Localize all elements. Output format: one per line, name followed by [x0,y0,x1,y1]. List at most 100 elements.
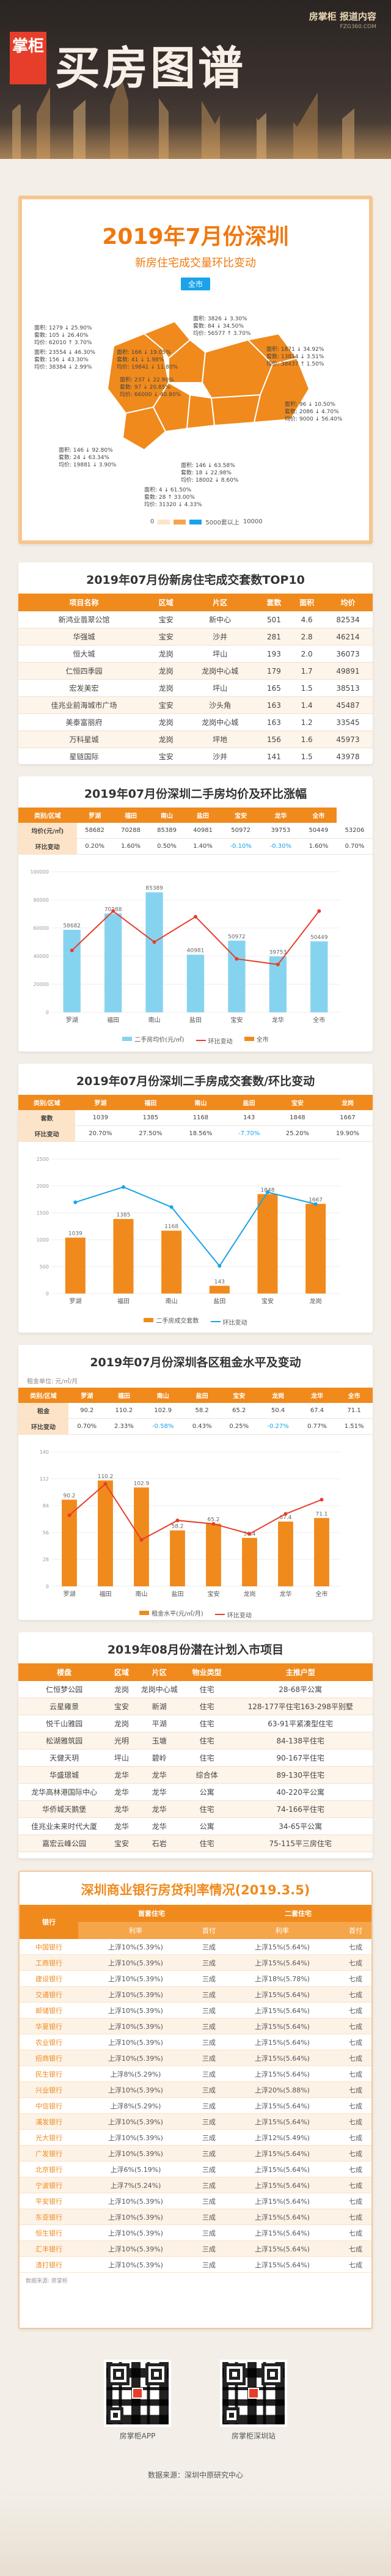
table-cell: 45973 [323,730,373,748]
table-cell: 龙岗 [149,713,183,731]
table-header: 片区 [182,594,258,611]
table-cell: 三成 [192,2145,225,2162]
row-label: 环比变动 [18,1418,68,1435]
map-region-yantian [210,394,261,427]
table-cell: 嘉宏云峰公园 [18,1834,111,1852]
brand-name: 房掌柜 [309,11,337,22]
table-cell: 1.5 [290,748,324,764]
table-cell: 沙头角 [182,696,258,714]
table-cell: 上浮10%(5.39%) [78,1986,193,2003]
y-tick-label: 1500 [37,1210,49,1216]
table-cell: 七成 [339,2177,371,2193]
table-cell: 85389 [148,823,185,839]
table-header: 宝安 [220,1388,258,1403]
table-cell: 上浮10%(5.39%) [78,2002,193,2018]
qr-code-wechat[interactable] [220,2360,287,2427]
table-cell: 东亚银行 [20,2209,78,2225]
bank-group-first: 首套住宅 [78,1905,225,1922]
table-cell: 光明 [110,1732,133,1750]
table-cell: 82534 [323,611,373,628]
qr-code-app[interactable] [104,2360,171,2427]
map-label: 面积: 3826 ↓ 3.30% 套数: 84 ↓ 34.50% 均价: 56577… [193,316,251,337]
bar-data-label: 110.2 [98,1474,114,1480]
table-cell: 云星雍景 [18,1698,111,1715]
city-tag: 全市 [181,278,210,290]
y-tick-label: 84 [43,1503,49,1509]
table-cell: 公寓 [185,1783,228,1801]
table-cell: 90-167平住宅 [228,1749,373,1767]
chart-bar [206,1523,221,1586]
table-cell: 兴业银行 [20,2081,78,2098]
bar-data-label: 1667 [309,1197,323,1203]
table-row: 工商银行 上浮10%(5.39%) 三成 上浮15%(5.64%) 七成 [20,1954,371,1971]
map-label: 面积: 4 ↓ 61.50% 套数: 28 ↑ 33.00% 均价: 31320 ↓… [144,487,202,508]
table-cell: 上浮15%(5.64%) [224,2002,340,2018]
table-cell: 上浮8%(5.29%) [78,2097,193,2114]
top10-title: 2019年07月份新房住宅成交套数TOP10 [86,573,305,587]
bar-data-label: 90.2 [63,1493,75,1499]
table-row: 华夏银行 上浮10%(5.39%) 三成 上浮15%(5.64%) 七成 [20,2018,371,2034]
line-point [73,1200,78,1204]
line-point [103,1482,108,1486]
table-cell: 七成 [339,2066,371,2082]
table-cell: 1.5 [290,679,324,697]
table-cell: 281 [257,628,291,646]
table-cell: 18.56% [175,1125,226,1142]
x-tick-label: 全市 [313,1016,325,1024]
table-cell: -0.58% [142,1418,184,1435]
row-label: 环比变动 [18,838,77,855]
y-tick-label: 500 [40,1264,49,1270]
table-cell: 三成 [192,1970,225,1987]
table-header: 南山 [142,1388,184,1403]
table-header: 罗湖 [68,1388,106,1403]
table-cell: 七成 [339,2081,371,2098]
table-header: 区域 [110,1663,133,1681]
plan-table: 楼盘 区域 片区 物业类型 主推户型 仁恒梦公园 龙岗 龙岗中心城 住宅 28-68平公寓 云星雍… [18,1663,373,1852]
table-cell: 三成 [192,1939,225,1955]
table-cell: 上浮10%(5.39%) [78,1939,193,1955]
map-subtitle: 新房住宅成交量环比变动 [135,257,256,270]
table-cell: 0.43% [183,1418,221,1435]
y-tick-label: 40000 [34,954,49,959]
rent-chart-svg: 90.2罗湖110.2福田102.9南山58.2盐田65.2宝安50.4龙岗67… [40,1449,340,1598]
table-header: 面积 [290,594,324,611]
table-cell: 光大银行 [20,2129,78,2146]
table-cell: 七成 [339,2161,371,2177]
series-line [75,1186,316,1267]
table-cell: 七成 [339,1939,371,1955]
table-row: 仁恒四季园 龙岗 龙岗中心城 179 1.7 49891 [18,662,373,680]
map-label: 面积: 146 ↓ 63.58% 套数: 18 ↓ 22.98% 均价: 18002… [181,463,239,484]
y-tick-label: 112 [40,1476,49,1482]
table-cell: 天健天玥 [18,1749,111,1767]
table-header: 龙华 [260,808,301,823]
table-header: 区域 [149,594,183,611]
table-header: 主推户型 [228,1663,373,1681]
line-point [266,1190,269,1194]
table-cell: 沙井 [182,628,258,646]
table-cell: 上浮10%(5.39%) [78,2034,193,2050]
chart-bar [228,940,246,1012]
table-cell: 40981 [185,823,221,839]
bank-col-header: 银行 [20,1905,78,1939]
table-row: 招商银行 上浮10%(5.39%) 三成 上浮15%(5.64%) 七成 [20,2050,371,2066]
table-cell: 新鸿业翡翠公馆 [18,611,150,628]
table-cell: 新湖 [133,1698,186,1715]
volume-table: 类别/区域 罗湖 福田 南山 盐田 宝安 龙岗 套数 1039 1385 1168 143 1848 1… [18,1095,373,1142]
top10-section: 2019年07月份新房住宅成交套数TOP10 项目名称 区域 片区 套数 面积 均价 新鸿… [18,562,373,764]
bank-group-second: 二套住宅 [224,1905,371,1922]
table-header: 项目名称 [18,594,150,611]
table-header: 罗湖 [76,808,113,823]
bar-data-label: 102.9 [134,1481,150,1487]
bar-data-label: 50972 [228,934,246,940]
hero-banner: 掌柜 买房图谱 房掌柜 报道内容 FZG360.COM [0,0,391,159]
price-table: 类别/区域 罗湖 福田 南山 盐田 宝安 龙华 全市 均价(元/㎡) 58682 70288 853… [18,808,373,855]
table-cell: 上浮7%(5.24%) [78,2177,193,2193]
table-row: 恒生银行 上浮10%(5.39%) 三成 上浮15%(5.64%) 七成 [20,2225,371,2241]
rent-title: 2019年07月份深圳各区租金水平及变动 [90,1356,301,1369]
rent-chart-legend: 租金水平(元/㎡/月) 环比变动 [27,1608,364,1619]
line-point [283,1512,288,1516]
table-cell: 三成 [192,2050,225,2066]
table-row: 汇丰银行 上浮10%(5.39%) 三成 上浮15%(5.64%) 七成 [20,2240,371,2257]
price-chart-legend: 二手房均价(元/㎡) 环比变动 全市 [27,1034,364,1045]
table-cell: 75-115平三房住宅 [228,1834,373,1852]
